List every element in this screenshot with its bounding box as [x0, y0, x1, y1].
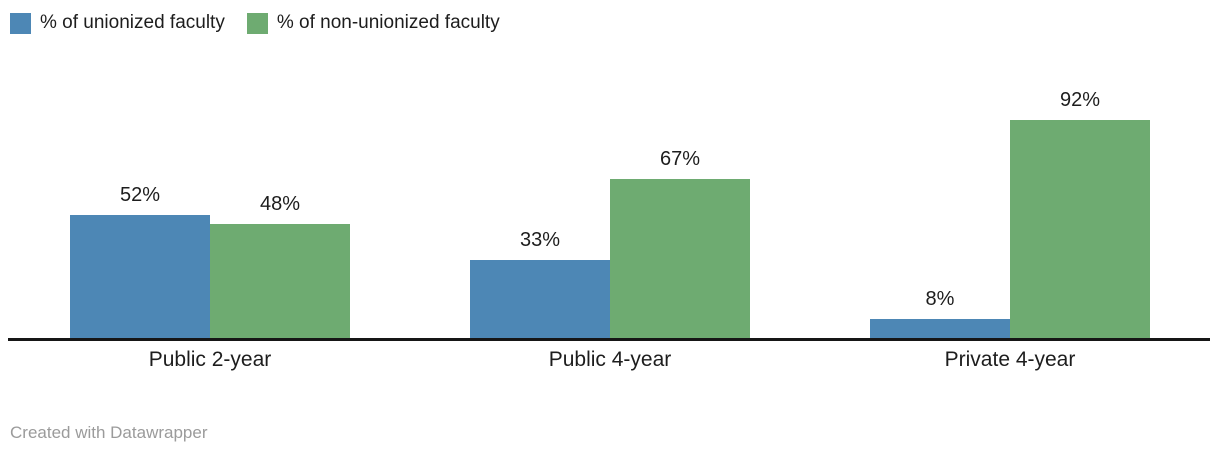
legend-swatch-non-unionized-icon: [246, 12, 268, 34]
bar-non-unionized: [210, 224, 350, 338]
bar-unionized: [870, 319, 1010, 338]
bar-value-label: 48%: [259, 193, 301, 216]
legend-label-non-unionized: % of non-unionized faculty: [276, 12, 500, 33]
legend: % of unionized faculty % of non-unionize…: [10, 12, 500, 34]
bar-value-label: 8%: [925, 288, 955, 311]
legend-item-non-unionized: % of non-unionized faculty: [246, 12, 500, 34]
bar-unionized: [470, 259, 610, 338]
legend-item-unionized: % of unionized faculty: [10, 12, 225, 34]
x-tick-label: Public 4-year: [548, 348, 672, 371]
bar-value-label: 92%: [1059, 88, 1101, 111]
bar-value-label: 67%: [659, 148, 701, 171]
bar-unionized: [70, 214, 210, 338]
datawrapper-credit-link[interactable]: Created with Datawrapper: [10, 423, 208, 442]
legend-label-unionized: % of unionized faculty: [40, 12, 225, 33]
x-axis-line: [8, 338, 1210, 341]
x-tick-label: Private 4-year: [944, 348, 1076, 371]
x-tick-label: Public 2-year: [148, 348, 272, 371]
bar-non-unionized: [610, 179, 750, 338]
bar-value-label: 33%: [519, 228, 561, 251]
legend-swatch-unionized-icon: [10, 12, 31, 34]
bar-non-unionized: [1010, 119, 1150, 338]
plot-area: 52% 48% Public 2-year 33% 67% Public 4-year 8%…: [8, 0, 1210, 371]
bar-value-label: 52%: [119, 183, 161, 206]
